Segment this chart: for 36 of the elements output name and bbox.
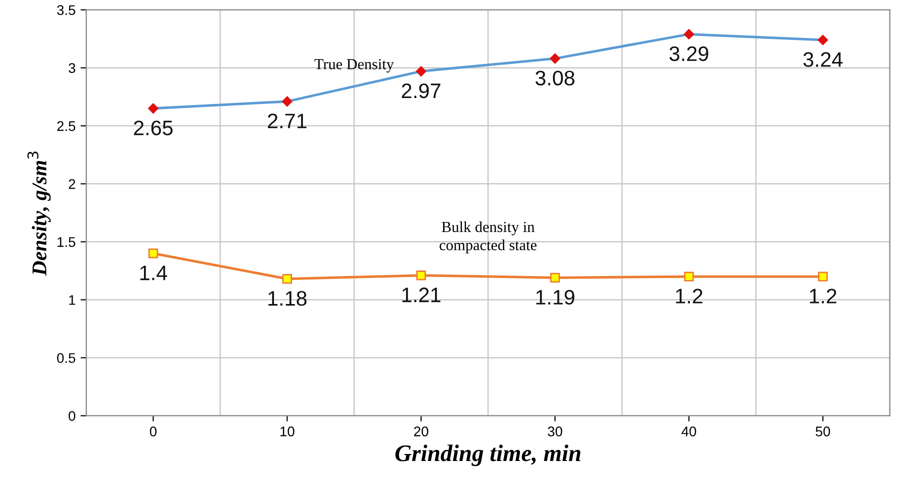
data-label: 1.4 bbox=[140, 266, 168, 280]
data-label: 1.21 bbox=[402, 288, 440, 302]
data-label: 1.2 bbox=[676, 288, 702, 304]
x-tick-label: 10 bbox=[280, 426, 294, 436]
point bbox=[684, 272, 694, 282]
y-axis-title: Density, g/sm$^{3}$ bbox=[27, 152, 51, 276]
x-tick-label: 0 bbox=[150, 426, 157, 436]
data-label: 3.24 bbox=[803, 52, 843, 67]
series-label: True Density bbox=[314, 59, 394, 72]
y-tick-label: 0.5 bbox=[57, 353, 76, 363]
y-tick-label: 0 bbox=[68, 411, 76, 421]
point bbox=[148, 248, 158, 258]
point bbox=[416, 270, 426, 280]
x-axis-title: Grinding time, min bbox=[395, 444, 580, 466]
x-tick-label: 50 bbox=[816, 426, 830, 436]
y-tick-label: 3 bbox=[68, 63, 76, 73]
point bbox=[282, 274, 292, 284]
y-tick-label: 2.5 bbox=[57, 121, 76, 131]
data-label: 2.71 bbox=[268, 114, 306, 128]
series-label: Bulk density in compacted state bbox=[440, 221, 537, 254]
data-label: 3.29 bbox=[669, 46, 708, 62]
y-tick-label: 3.5 bbox=[57, 5, 76, 16]
point bbox=[550, 272, 560, 283]
data-label: 2.65 bbox=[134, 120, 173, 136]
x-tick-label: 40 bbox=[682, 426, 696, 436]
data-label: 1.19 bbox=[536, 290, 574, 305]
data-label: 2.97 bbox=[402, 83, 440, 98]
point bbox=[818, 272, 828, 282]
y-tick-label: 1.5 bbox=[58, 237, 76, 247]
data-label: 3.08 bbox=[536, 70, 574, 86]
x-tick-label: 30 bbox=[548, 426, 562, 436]
y-tick-label: 2 bbox=[68, 179, 76, 189]
y-tick-label: 1 bbox=[69, 295, 76, 305]
data-label: 1.2 bbox=[810, 288, 836, 304]
data-label: 1.18 bbox=[268, 291, 307, 306]
x-tick-label: 20 bbox=[414, 426, 428, 436]
